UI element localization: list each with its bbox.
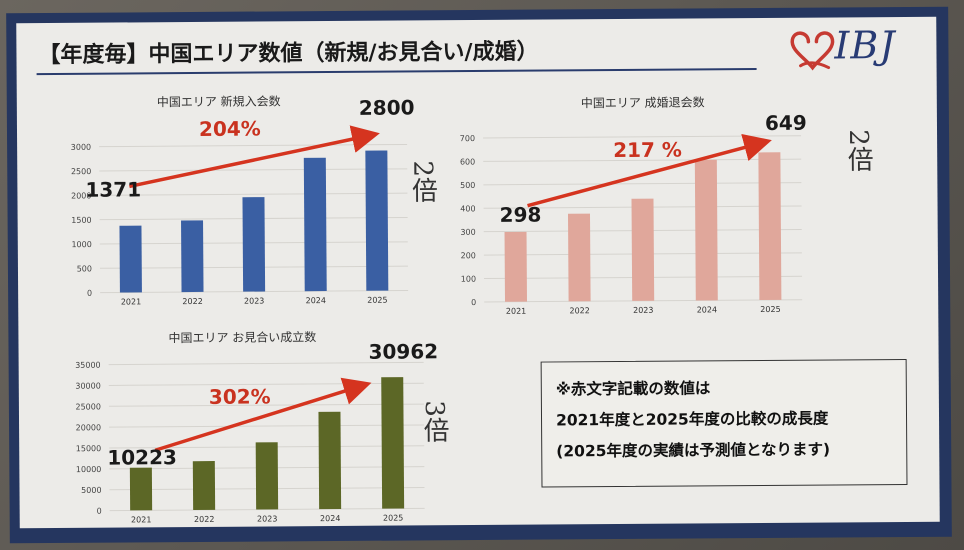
growth-arrow-icon <box>129 125 380 189</box>
end-value-label: 2800 <box>359 95 415 119</box>
bar <box>119 225 142 293</box>
y-tick-label: 35000 <box>75 361 101 370</box>
x-tick-label: 2022 <box>182 297 202 306</box>
y-tick-label: 500 <box>77 264 92 273</box>
x-tick-label: 2024 <box>306 296 326 305</box>
marriage-retire-chart: 中国エリア 成婚退会数 0 100 200 300 400 500 600 700 2021 202… <box>460 94 807 316</box>
bar <box>129 467 153 511</box>
bar <box>318 411 342 510</box>
note-line-3: (2025年度の実績は予測値となります) <box>556 440 831 461</box>
note-line-1: ※赤文字記載の数値は <box>555 379 711 399</box>
y-tick-label: 400 <box>460 204 475 213</box>
x-tick-label: 2025 <box>383 514 403 523</box>
y-tick-label: 10000 <box>76 465 102 474</box>
ibj-heart-logo-icon <box>790 31 835 71</box>
bar <box>255 442 279 510</box>
bar <box>567 213 591 302</box>
y-tick-label: 500 <box>460 181 475 190</box>
bar <box>631 198 655 301</box>
bar <box>365 150 389 291</box>
note-box: ※赤文字記載の数値は 2021年度と2025年度の比較の成長度 (2025年度の… <box>540 359 908 488</box>
gridline <box>108 361 424 366</box>
gridline <box>483 182 802 186</box>
growth-arrow-icon <box>527 133 772 208</box>
bar <box>192 461 216 510</box>
gridline <box>99 143 408 148</box>
bar <box>504 231 528 302</box>
x-tick-label: 2024 <box>697 305 717 314</box>
bar <box>181 220 204 293</box>
start-value-label: 298 <box>500 203 542 227</box>
bar <box>694 159 718 301</box>
y-tick-label: 300 <box>460 228 475 237</box>
new-members-chart: 中国エリア 新規入会数 0 500 1000 1500 2000 2500 3000 2021 2… <box>71 93 415 306</box>
y-tick-label: 0 <box>97 507 102 516</box>
x-tick-label: 2025 <box>760 305 780 314</box>
x-tick-label: 2021 <box>121 297 141 306</box>
x-tick-label: 2021 <box>506 307 526 316</box>
chart-title: 中国エリア お見合い成立数 <box>168 329 316 345</box>
y-tick-label: 100 <box>461 275 476 284</box>
note-line-2: 2021年度と2025年度の比較の成長度 <box>555 409 829 430</box>
gridline <box>109 424 425 428</box>
chart-title: 中国エリア 成婚退会数 <box>581 94 705 110</box>
y-tick-label: 200 <box>461 251 476 260</box>
y-tick-label: 2500 <box>71 167 91 176</box>
ibj-logo-text: IBJ <box>834 23 896 68</box>
y-tick-label: 5000 <box>81 486 101 495</box>
bar <box>381 377 405 509</box>
y-tick-label: 15000 <box>76 444 102 453</box>
y-tick-label: 0 <box>471 298 476 307</box>
x-tick-label: 2023 <box>633 306 653 315</box>
x-tick-label: 2025 <box>367 296 387 305</box>
bar <box>242 197 266 292</box>
x-tick-label: 2022 <box>194 515 214 524</box>
y-tick-label: 0 <box>87 289 92 298</box>
x-tick-label: 2022 <box>569 306 589 315</box>
gridline <box>108 403 424 407</box>
end-value-label: 649 <box>765 111 807 135</box>
growth-arrow-icon <box>154 377 372 452</box>
y-tick-label: 3000 <box>71 143 91 152</box>
start-value-label: 10223 <box>107 445 177 469</box>
omiai-chart: 中国エリア お見合い成立数 0 5000 10000 15000 20000 25000 30… <box>75 329 438 524</box>
bar <box>303 157 327 292</box>
growth-label: 204% <box>199 117 261 141</box>
bar <box>758 152 782 301</box>
gridline <box>99 168 408 172</box>
x-tick-label: 2024 <box>320 514 340 523</box>
y-tick-label: 2000 <box>71 191 91 200</box>
start-value-label: 1371 <box>85 177 141 201</box>
growth-label: 302% <box>209 384 271 408</box>
gridline <box>99 192 408 196</box>
chart-title: 中国エリア 新規入会数 <box>157 93 281 109</box>
end-value-label: 30962 <box>368 339 438 363</box>
page-title: 【年度毎】中国エリア数値（新規/お見合い/成婚） <box>38 39 539 69</box>
x-tick-label: 2023 <box>244 296 264 305</box>
slide-card: 【年度毎】中国エリア数値（新規/お見合い/成婚） IBJ 中国エリア 新規入会数… <box>16 16 940 529</box>
x-tick-label: 2021 <box>131 515 151 524</box>
growth-label: 217 % <box>613 138 682 162</box>
y-tick-label: 1500 <box>71 216 91 225</box>
x-tick-label: 2023 <box>257 514 277 523</box>
y-tick-label: 25000 <box>75 402 101 411</box>
y-tick-label: 20000 <box>76 423 102 432</box>
handwritten-note-chart1: 2倍 <box>407 160 438 204</box>
y-tick-label: 1000 <box>71 240 91 249</box>
y-tick-label: 700 <box>460 134 475 143</box>
handwritten-note-chart2: 2倍 <box>843 129 874 172</box>
y-tick-label: 600 <box>460 157 475 166</box>
y-tick-label: 30000 <box>75 381 101 390</box>
handwritten-note-chart3: 3倍 <box>418 400 450 443</box>
